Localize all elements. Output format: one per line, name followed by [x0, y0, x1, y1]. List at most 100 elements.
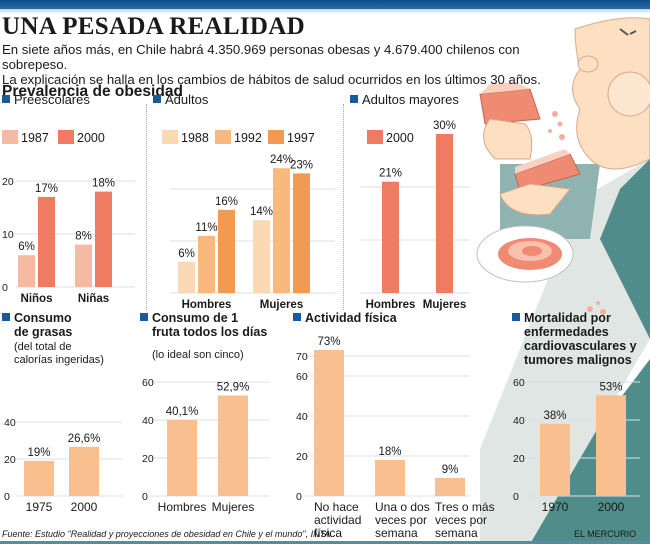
page-subtitle: En siete años más, en Chile habrá 4.350.… [2, 42, 562, 87]
chart-title: cardiovasculares y [524, 339, 637, 353]
bar [375, 460, 405, 496]
category-label: actividad [314, 513, 361, 527]
bar [218, 395, 248, 496]
chart-title: Consumo [14, 311, 72, 325]
data-label: 53% [599, 381, 622, 393]
page-title: UNA PESADA REALIDAD [2, 13, 305, 40]
chart-title: Preescolares [14, 92, 90, 107]
data-label: 30% [433, 120, 456, 132]
bar [314, 350, 344, 496]
bar [24, 460, 54, 496]
y-tick-label: 20 [142, 453, 154, 465]
chart-title: Adultos mayores [362, 92, 459, 107]
category-label: Hombres [182, 299, 232, 311]
chart-subtitle: (del total de [14, 341, 71, 353]
category-label: Mujeres [423, 299, 466, 311]
footer-bar [0, 541, 650, 544]
chart-adultos-mayores: Adultos mayores 2000 21% Hombres 30% Mujeres [350, 92, 470, 311]
y-tick-label: 20 [2, 176, 14, 188]
category-label: veces por [375, 513, 427, 527]
category-label: 1970 [542, 500, 569, 514]
data-label: 11% [195, 222, 217, 234]
y-tick-label: 0 [513, 491, 519, 503]
data-label: 23% [290, 159, 313, 171]
legend-swatch [162, 130, 178, 144]
legend-square-icon [293, 313, 301, 321]
bar [596, 395, 626, 496]
source-footnote: Fuente: Estudio "Realidad y proyecciones… [2, 529, 333, 539]
data-label: 9% [442, 464, 459, 476]
legend-square-icon [153, 95, 161, 103]
header-bar-fade [0, 9, 650, 14]
y-tick-label: 0 [4, 491, 10, 503]
legend-label: 2000 [77, 131, 105, 145]
category-label: Mujeres [212, 500, 255, 514]
section-title: Prevalencia de obesidad [2, 83, 183, 100]
chart-title: de grasas [14, 325, 72, 339]
category-label: veces por [435, 513, 487, 527]
category-label: Hombres [366, 299, 416, 311]
bar [540, 423, 570, 496]
bar [218, 209, 235, 293]
y-tick-label: 40 [142, 415, 154, 427]
chart-actividad: Actividad física 0 20 40 60 70 73% No haceactiv… [293, 311, 495, 540]
category-label: Mujeres [260, 299, 303, 311]
legend-label: 1997 [287, 131, 315, 145]
data-label: 24% [270, 154, 293, 166]
chart-mortalidad: Mortalidad porenfermedadescardiovascular… [512, 311, 640, 514]
legend-label: 2000 [386, 131, 414, 145]
bar [382, 181, 399, 293]
category-label: física [314, 526, 342, 540]
chart-subtitle: (lo ideal son cinco) [152, 349, 244, 361]
bar [167, 419, 197, 496]
y-tick-label: 60 [296, 371, 308, 383]
data-label: 21% [379, 168, 402, 180]
separator [146, 104, 147, 310]
category-label: Una o dos [375, 500, 430, 514]
data-label: 17% [35, 183, 58, 195]
legend-swatch [215, 130, 231, 144]
legend-square-icon [350, 95, 358, 103]
y-tick-label: 20 [296, 451, 308, 463]
y-tick-label: 40 [296, 411, 308, 423]
chart-title: enfermedades [524, 325, 609, 339]
legend-swatch [2, 130, 18, 144]
chart-title: fruta todos los días [152, 325, 267, 339]
legend-square-icon [512, 313, 520, 321]
category-label: semana [375, 526, 418, 540]
chart-title: Actividad física [305, 311, 398, 325]
bar [293, 173, 310, 293]
y-tick-label: 20 [4, 454, 16, 466]
legend-swatch [58, 130, 74, 144]
bar [253, 220, 270, 293]
category-label: Niños [21, 293, 53, 305]
y-tick-label: 70 [296, 351, 308, 363]
category-label: No hace [314, 500, 359, 514]
y-tick-label: 10 [2, 229, 14, 241]
data-label: 38% [543, 410, 566, 422]
legend-square-icon [2, 313, 10, 321]
data-label: 26,6% [68, 433, 101, 445]
subtitle-line-1: En siete años más, en Chile habrá 4.350.… [2, 42, 520, 72]
bar [18, 255, 35, 287]
legend-square-icon [140, 313, 148, 321]
y-tick-label: 20 [513, 453, 525, 465]
data-label: 19% [27, 447, 50, 459]
data-label: 16% [215, 196, 238, 208]
chart-title: tumores malignos [524, 353, 632, 367]
y-tick-label: 0 [142, 491, 148, 503]
bar [95, 191, 112, 287]
data-label: 73% [317, 336, 340, 348]
y-tick-label: 40 [4, 417, 16, 429]
category-label: 2000 [71, 500, 98, 514]
bar [38, 196, 55, 287]
category-label: Tres o más [435, 500, 495, 514]
bar [75, 244, 92, 287]
header-bar [0, 0, 650, 9]
legend-swatch [268, 130, 284, 144]
y-tick-label: 0 [296, 491, 302, 503]
data-label: 18% [378, 446, 401, 458]
